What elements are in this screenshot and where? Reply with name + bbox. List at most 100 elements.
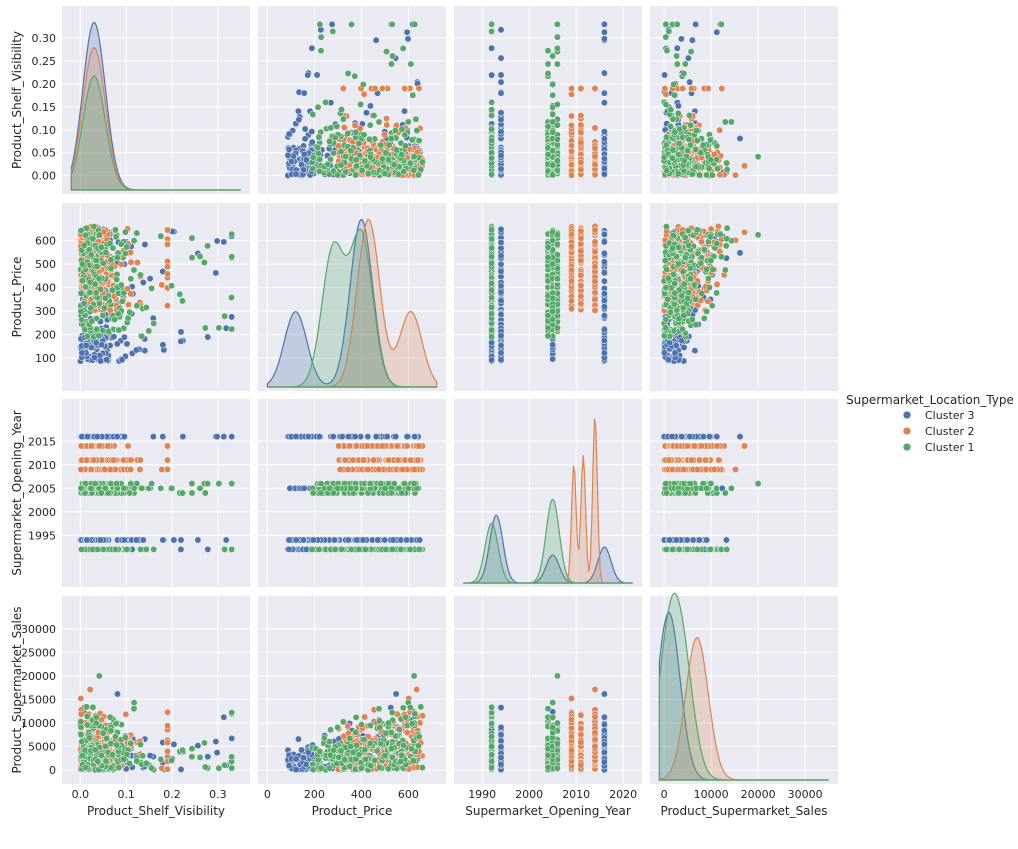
point-cluster-2 <box>741 228 748 236</box>
point-cluster-3 <box>364 433 372 441</box>
point-cluster-1 <box>317 47 325 55</box>
point-cluster-2 <box>77 466 85 473</box>
point-cluster-2 <box>104 442 112 450</box>
point-cluster-2 <box>101 466 109 473</box>
point-cluster-2 <box>164 270 171 278</box>
point-cluster-1 <box>488 326 496 334</box>
point-cluster-1 <box>488 98 496 106</box>
point-cluster-1 <box>316 20 324 28</box>
point-cluster-3 <box>404 35 412 43</box>
point-cluster-1 <box>330 149 337 157</box>
point-cluster-1 <box>99 312 107 319</box>
point-cluster-1 <box>667 106 675 114</box>
point-cluster-3 <box>132 536 140 544</box>
point-cluster-1 <box>228 545 236 553</box>
point-cluster-1 <box>107 264 115 272</box>
point-cluster-1 <box>667 308 674 316</box>
point-cluster-1 <box>553 324 561 332</box>
y-tick-label: 1995 <box>28 529 56 542</box>
point-cluster-1 <box>401 131 409 139</box>
point-cluster-1 <box>77 289 85 297</box>
point-cluster-2 <box>591 124 599 132</box>
point-cluster-2 <box>158 466 166 473</box>
point-cluster-3 <box>673 44 681 52</box>
point-cluster-2 <box>371 85 379 92</box>
point-cluster-3 <box>383 433 391 441</box>
point-cluster-2 <box>568 305 575 313</box>
point-cluster-1 <box>723 224 731 232</box>
point-cluster-1 <box>89 235 97 243</box>
point-cluster-3 <box>220 238 228 246</box>
point-cluster-1 <box>95 275 103 282</box>
point-cluster-3 <box>600 128 608 136</box>
panel-2-0: 19952000200520102015Supermarket_Opening_… <box>10 399 250 587</box>
point-cluster-1 <box>337 161 345 169</box>
point-cluster-1 <box>148 480 156 488</box>
point-cluster-3 <box>600 258 608 266</box>
y-tick-label: 0.25 <box>32 55 57 68</box>
point-cluster-1 <box>333 122 341 130</box>
point-cluster-2 <box>591 85 599 92</box>
point-cluster-3 <box>300 166 308 174</box>
point-cluster-2 <box>82 456 90 464</box>
point-cluster-1 <box>91 480 99 488</box>
point-cluster-1 <box>200 259 208 266</box>
point-cluster-1 <box>690 281 698 289</box>
point-cluster-1 <box>681 60 689 68</box>
point-cluster-1 <box>662 133 670 141</box>
point-cluster-2 <box>378 85 386 92</box>
point-cluster-1 <box>138 484 146 492</box>
point-cluster-2 <box>127 466 135 473</box>
point-cluster-1 <box>86 288 94 296</box>
point-cluster-1 <box>121 250 129 258</box>
point-cluster-3 <box>674 102 682 110</box>
point-cluster-1 <box>114 310 122 318</box>
point-cluster-1 <box>681 234 689 241</box>
point-cluster-2 <box>164 263 171 271</box>
point-cluster-2 <box>568 277 575 285</box>
point-cluster-1 <box>685 135 693 143</box>
point-cluster-2 <box>662 90 670 98</box>
point-cluster-1 <box>549 171 557 179</box>
point-cluster-1 <box>228 480 236 488</box>
point-cluster-3 <box>600 337 608 345</box>
point-cluster-1 <box>410 153 418 161</box>
point-cluster-3 <box>372 36 380 44</box>
point-cluster-1 <box>142 545 150 553</box>
point-cluster-3 <box>497 244 505 252</box>
point-cluster-1 <box>127 480 135 488</box>
point-cluster-1 <box>142 304 150 311</box>
point-cluster-1 <box>688 170 696 178</box>
point-cluster-1 <box>669 244 677 252</box>
point-cluster-3 <box>366 102 374 110</box>
point-cluster-1 <box>150 319 158 327</box>
point-cluster-3 <box>93 433 101 441</box>
point-cluster-1 <box>406 159 414 167</box>
point-cluster-1 <box>385 141 393 149</box>
point-cluster-3 <box>139 536 147 544</box>
point-cluster-1 <box>705 165 713 173</box>
point-cluster-1 <box>549 110 557 118</box>
point-cluster-3 <box>96 536 104 544</box>
point-cluster-2 <box>577 139 585 147</box>
point-cluster-1 <box>407 60 415 68</box>
point-cluster-1 <box>681 254 689 262</box>
point-cluster-1 <box>327 124 335 132</box>
point-cluster-3 <box>671 349 679 357</box>
point-cluster-2 <box>383 121 391 129</box>
y-tick-label: 2015 <box>28 435 56 448</box>
point-cluster-1 <box>544 151 552 159</box>
point-cluster-1 <box>107 480 115 488</box>
pairplot-grid: 0.000.050.100.150.200.250.30Product_Shel… <box>10 6 838 818</box>
point-cluster-1 <box>662 20 670 28</box>
point-cluster-1 <box>549 128 557 136</box>
point-cluster-1 <box>669 154 677 162</box>
point-cluster-3 <box>177 328 185 336</box>
point-cluster-2 <box>124 442 132 450</box>
point-cluster-3 <box>497 26 505 34</box>
y-tick-label: 0.30 <box>32 32 57 45</box>
point-cluster-2 <box>164 442 171 450</box>
point-cluster-1 <box>106 239 114 247</box>
point-cluster-1 <box>361 157 369 165</box>
y-tick-label: 0.05 <box>32 147 57 160</box>
